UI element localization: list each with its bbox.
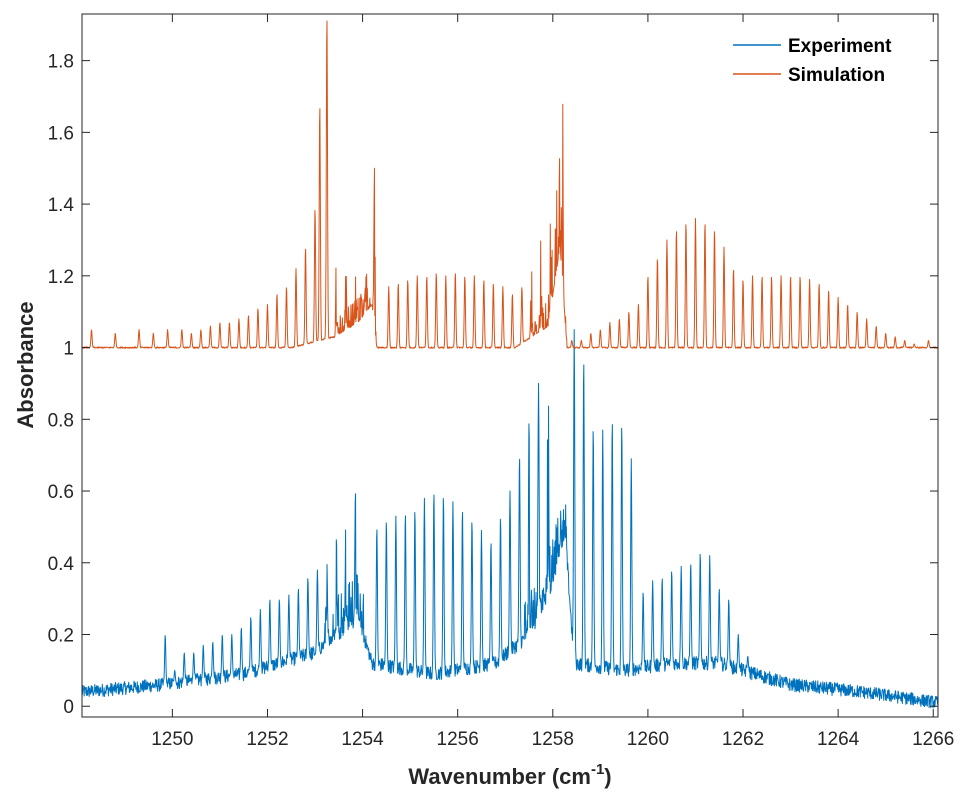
y-tick-label: 0 <box>63 697 74 718</box>
x-tick-label: 1250 <box>151 729 193 750</box>
x-tick-label: 1258 <box>532 729 574 750</box>
x-axis-title: Wavenumber (cm-1) <box>408 761 611 789</box>
y-axis: 0 0.2 0.4 0.6 0.8 1 1.2 1.4 1.6 1.8 <box>48 52 938 718</box>
y-tick-label: 1 <box>63 339 74 360</box>
series-line-experiment <box>81 329 939 709</box>
x-axis-title-close: ) <box>604 764 611 789</box>
y-tick-label: 1.4 <box>48 195 75 216</box>
y-tick-label: 0.4 <box>48 554 75 575</box>
y-tick-label: 1.6 <box>48 123 74 144</box>
x-tick-label: 1254 <box>341 729 384 750</box>
x-axis-title-main: Wavenumber (cm <box>408 764 591 789</box>
y-tick-label: 0.6 <box>48 482 74 503</box>
y-axis-title: Absorbance <box>13 301 38 428</box>
y-tick-label: 1.2 <box>48 267 74 288</box>
y-tick-label: 0.8 <box>48 410 74 431</box>
legend-label-simulation: Simulation <box>788 65 885 86</box>
x-tick-label: 1264 <box>817 729 860 750</box>
y-tick-label: 0.2 <box>48 626 74 647</box>
x-axis: 1250 1252 1254 1256 1258 1260 1262 1264 1266 <box>151 14 954 750</box>
x-tick-label: 1260 <box>627 729 669 750</box>
plot-frame <box>81 13 939 718</box>
series-line-simulation <box>81 20 939 349</box>
x-axis-title-superscript: -1 <box>591 761 604 778</box>
x-tick-label: 1262 <box>722 729 764 750</box>
legend-label-experiment: Experiment <box>788 36 892 57</box>
legend: Experiment Simulation <box>733 36 892 86</box>
plot-background <box>82 14 938 717</box>
x-tick-label: 1266 <box>912 729 954 750</box>
y-tick-label: 1.8 <box>48 52 74 73</box>
x-tick-label: 1256 <box>437 729 479 750</box>
series-layer <box>81 20 939 709</box>
x-tick-label: 1252 <box>246 729 288 750</box>
